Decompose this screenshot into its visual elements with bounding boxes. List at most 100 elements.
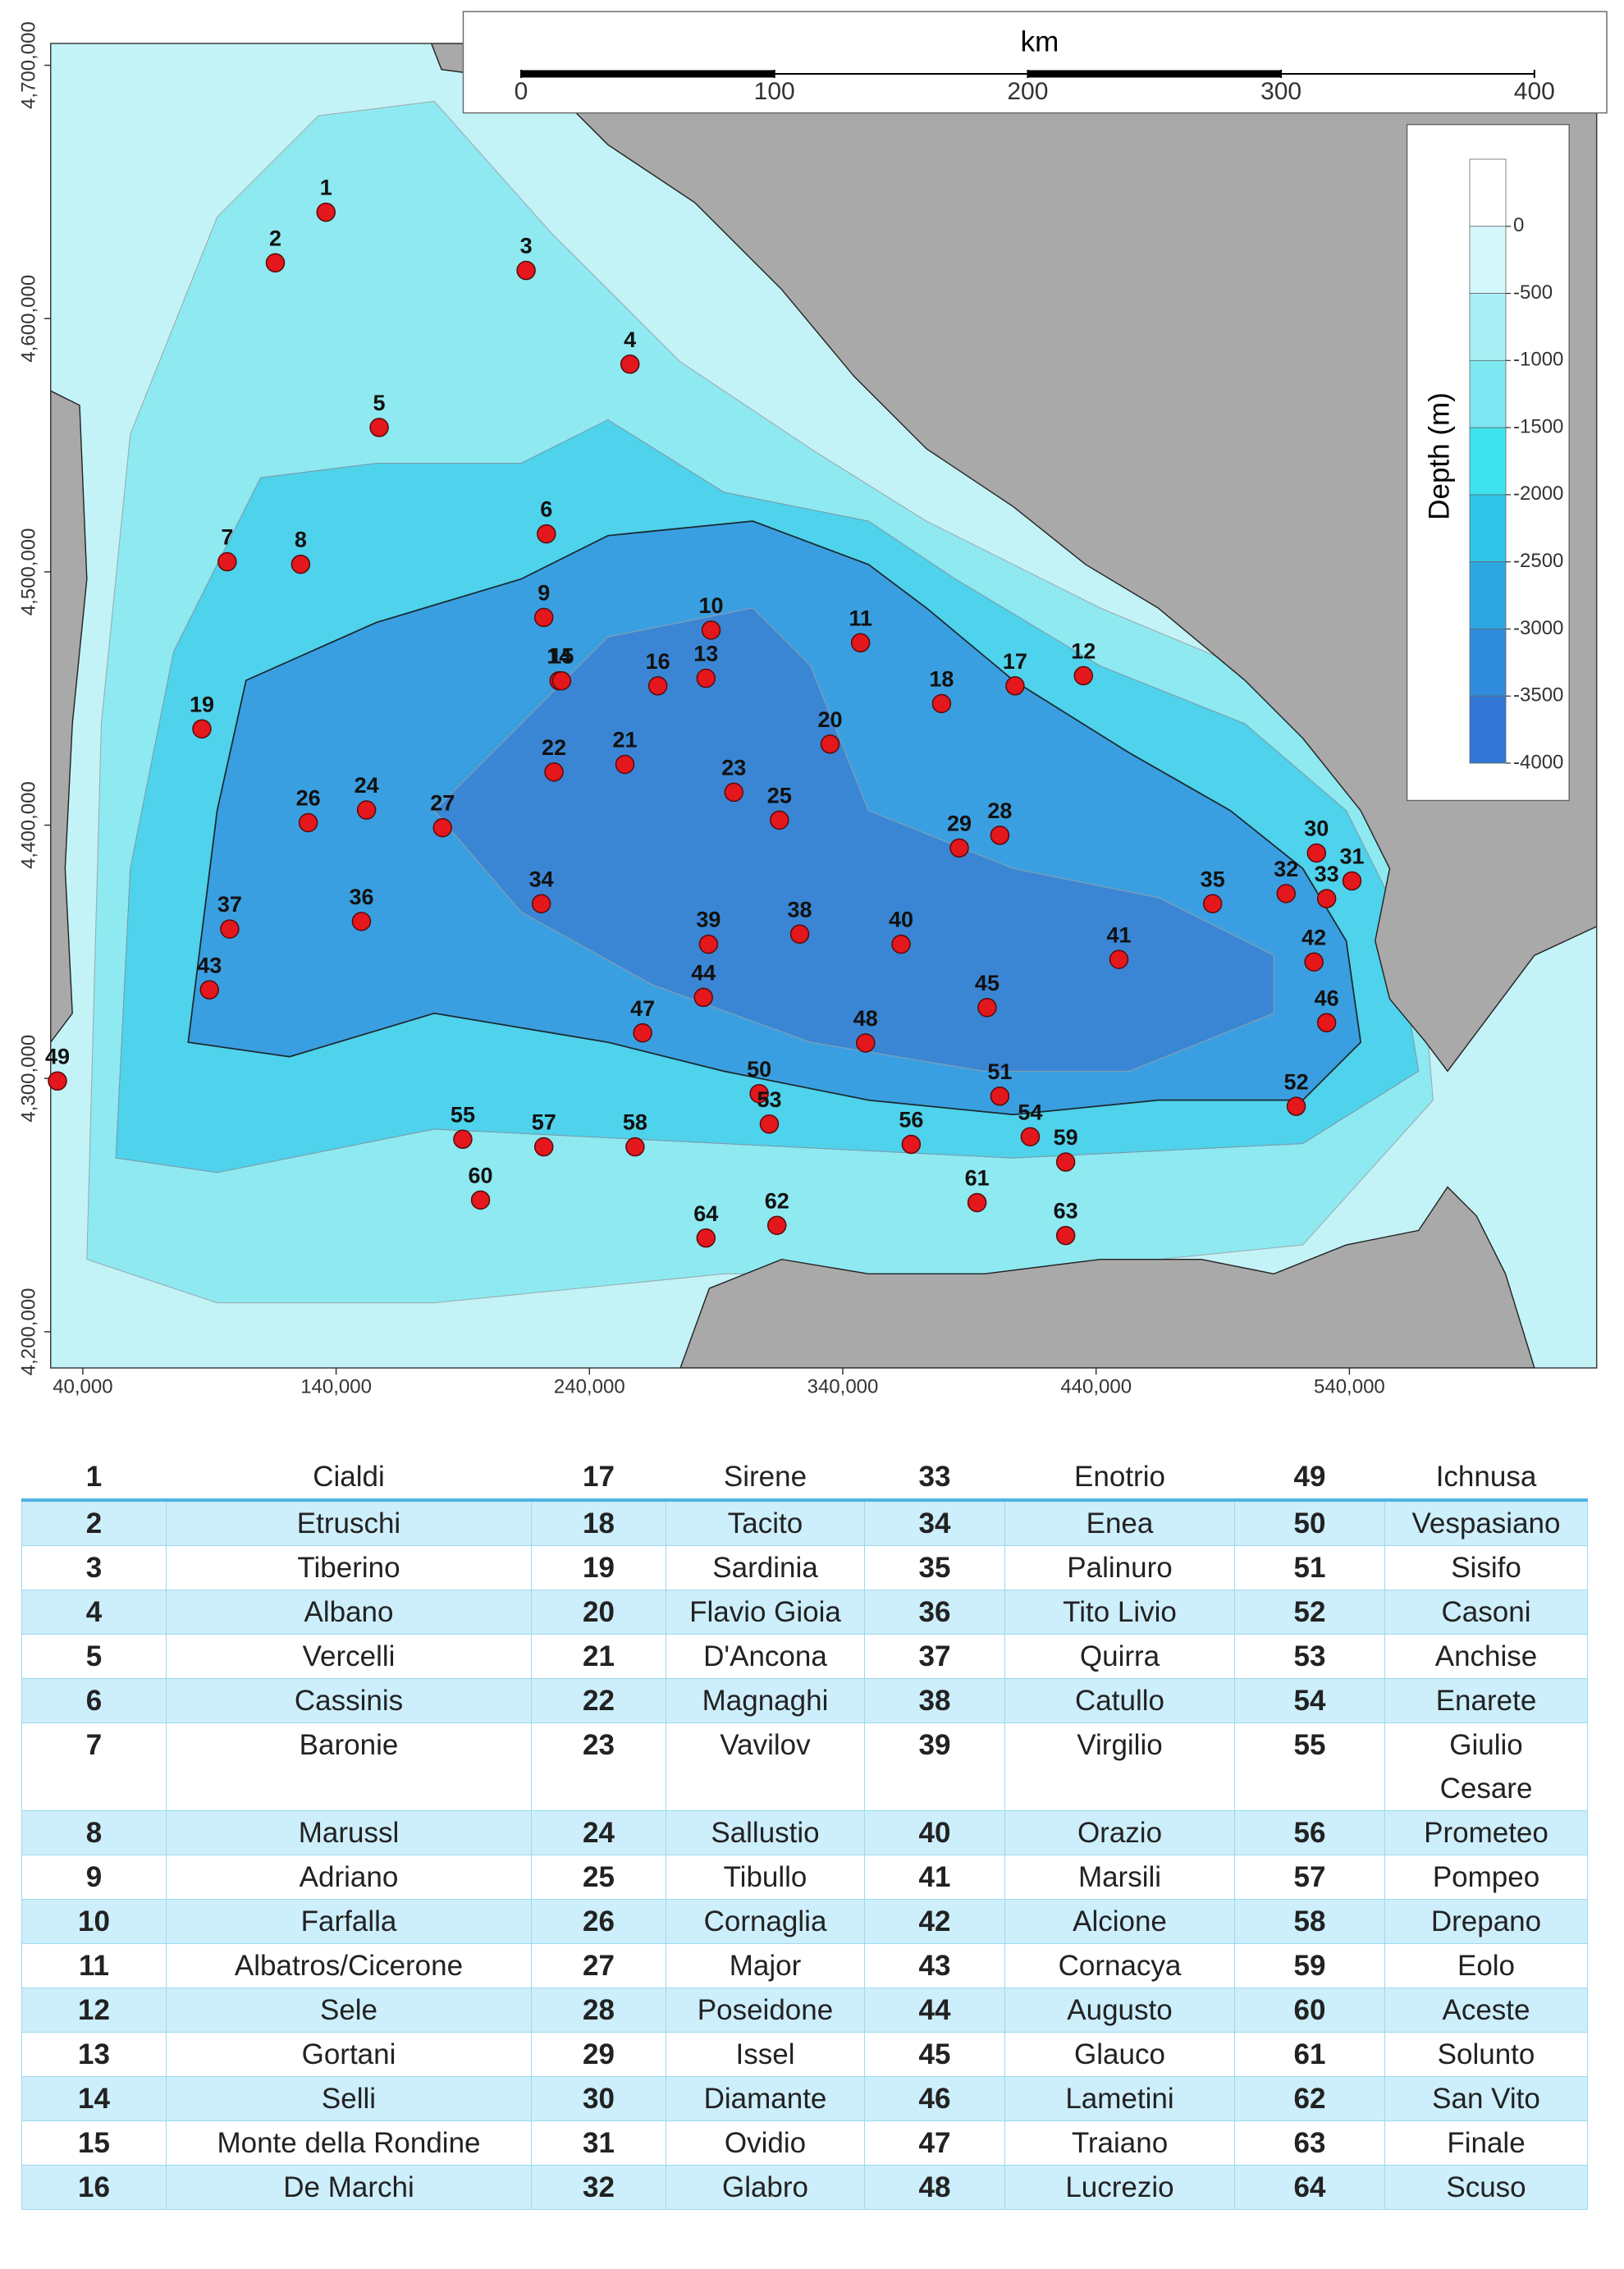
seamount-name: Ovidio xyxy=(666,2120,865,2166)
seamount-label: 18 xyxy=(929,667,954,692)
seamount-marker xyxy=(724,782,744,803)
seamount-label: 24 xyxy=(355,773,379,798)
seamount-name: Magnaghi xyxy=(666,1678,865,1723)
cell-text: 9 xyxy=(85,1861,103,1893)
seamount-label: 48 xyxy=(853,1006,878,1031)
seamount-marker xyxy=(698,934,719,954)
seamount-number: 40 xyxy=(864,1810,1005,1855)
cell-text: 15 xyxy=(78,2127,110,2159)
seamount-name: De Marchi xyxy=(166,2165,532,2210)
cell-text: Pompeo xyxy=(1432,1861,1540,1893)
seamount-name: Tibullo xyxy=(666,1855,865,1900)
cell-text: Tibullo xyxy=(723,1861,807,1893)
seamount-marker xyxy=(356,800,377,820)
seamount-number: 22 xyxy=(531,1678,666,1723)
seamount-name: Finale xyxy=(1384,2120,1588,2166)
cell-text: 2 xyxy=(85,1507,103,1539)
cell-text: Scuso xyxy=(1446,2171,1526,2203)
seamount-marker xyxy=(647,676,668,696)
cell-text: Major xyxy=(729,1950,802,1982)
cell-text: Cornaglia xyxy=(703,1905,827,1937)
seamount-label: 41 xyxy=(1106,922,1131,947)
seamount-name: Poseidone xyxy=(666,1988,865,2033)
seamount-number: 14 xyxy=(21,2076,167,2121)
cell-text: 38 xyxy=(918,1685,951,1717)
seamount-name: Sallustio xyxy=(666,1810,865,1855)
cell-text: 41 xyxy=(918,1861,951,1893)
cell-text: Diamante xyxy=(703,2083,827,2115)
seamount-marker xyxy=(217,551,237,572)
scale-segment xyxy=(1027,70,1282,78)
seamount-number: 16 xyxy=(21,2165,167,2210)
cell-text: San Vito xyxy=(1432,2083,1540,2115)
seamount-label: 14 xyxy=(547,644,571,669)
cell-text: Sisifo xyxy=(1451,1552,1521,1584)
seamount-label: 44 xyxy=(691,961,716,986)
x-tick-label: 540,000 xyxy=(1314,1375,1385,1398)
seamount-number: 31 xyxy=(531,2120,666,2166)
seamount-marker xyxy=(1055,1152,1076,1172)
seamount-name: Selli xyxy=(166,2076,532,2121)
seamount-number: 47 xyxy=(864,2120,1005,2166)
seamount-name: Adriano xyxy=(166,1855,532,1900)
seamount-label: 19 xyxy=(190,692,214,716)
cell-text: Cornacya xyxy=(1058,1950,1182,1982)
cell-text: 18 xyxy=(583,1507,615,1539)
cell-text: 62 xyxy=(1293,2083,1326,2115)
table-row: 2 Etruschi 18 Tacito 34 Enea 50 Vespasiano xyxy=(21,1499,1588,1546)
table-row: 8 Marussl 24 Sallustio 40 Orazio 56 Prometeo xyxy=(21,1810,1588,1855)
seamount-marker xyxy=(615,754,635,775)
cell-text: Augusto xyxy=(1067,1994,1173,2026)
seamount-label: 23 xyxy=(721,756,746,780)
seamount-number: 29 xyxy=(531,2032,666,2077)
seamount-name: Anchise xyxy=(1384,1634,1588,1679)
cell-text: Gortani xyxy=(301,2038,396,2070)
seamount-label: 37 xyxy=(217,892,242,917)
seamount-name: Flavio Gioia xyxy=(666,1590,865,1635)
seamount-label: 56 xyxy=(899,1108,923,1132)
seamount-marker xyxy=(1055,1225,1076,1246)
seamount-marker xyxy=(759,1114,780,1134)
seamount-table: 1 Cialdi 17 Sirene 33 Enotrio 49 Ichnusa 2 Etrusc… xyxy=(21,1455,1588,2210)
cell-text: Lametini xyxy=(1065,2083,1174,2115)
seamount-marker xyxy=(901,1134,922,1155)
cell-text: 10 xyxy=(78,1905,110,1937)
seamount-label: 13 xyxy=(693,642,718,666)
cell-text: Enarete xyxy=(1435,1685,1537,1717)
seamount-label: 29 xyxy=(947,811,972,835)
seamount-name: Sisifo xyxy=(1384,1545,1588,1590)
cell-text: 34 xyxy=(918,1507,951,1539)
seamount-marker xyxy=(533,1137,554,1157)
cell-text: Orazio xyxy=(1077,1817,1163,1849)
seamount-number: 39 xyxy=(864,1722,1005,1811)
seamount-name: Lucrezio xyxy=(1004,2165,1235,2210)
seamount-number: 28 xyxy=(531,1988,666,2033)
seamount-number: 37 xyxy=(864,1634,1005,1679)
seamount-name: Cialdi xyxy=(166,1455,532,1502)
cell-text: 4 xyxy=(85,1596,103,1628)
cell-text: 59 xyxy=(1293,1950,1326,1982)
seamount-name: Orazio xyxy=(1004,1810,1235,1855)
seamount-name: Solunto xyxy=(1384,2032,1588,2077)
seamount-label: 30 xyxy=(1304,817,1329,841)
legend-tick-label: -500 xyxy=(1513,281,1553,304)
seamount-marker xyxy=(265,253,286,273)
seamount-number: 57 xyxy=(1234,1855,1385,1900)
seamount-label: 53 xyxy=(757,1087,781,1112)
seamount-name: Catullo xyxy=(1004,1678,1235,1723)
scale-tick-label: 400 xyxy=(1514,78,1555,105)
seamount-label: 63 xyxy=(1054,1199,1078,1224)
table-row: 1 Cialdi 17 Sirene 33 Enotrio 49 Ichnusa xyxy=(21,1455,1588,1502)
cell-text: 17 xyxy=(583,1461,615,1493)
legend-band xyxy=(1469,226,1507,294)
seamount-label: 59 xyxy=(1054,1125,1078,1150)
legend-tick-label: -2000 xyxy=(1513,483,1563,505)
seamount-label: 42 xyxy=(1301,925,1326,949)
cell-text: Lucrezio xyxy=(1065,2171,1174,2203)
seamount-number: 48 xyxy=(864,2165,1005,2210)
seamount-number: 15 xyxy=(21,2120,167,2166)
seamount-marker xyxy=(633,1022,652,1043)
seamount-label: 11 xyxy=(849,606,872,630)
seamount-marker xyxy=(850,633,871,653)
